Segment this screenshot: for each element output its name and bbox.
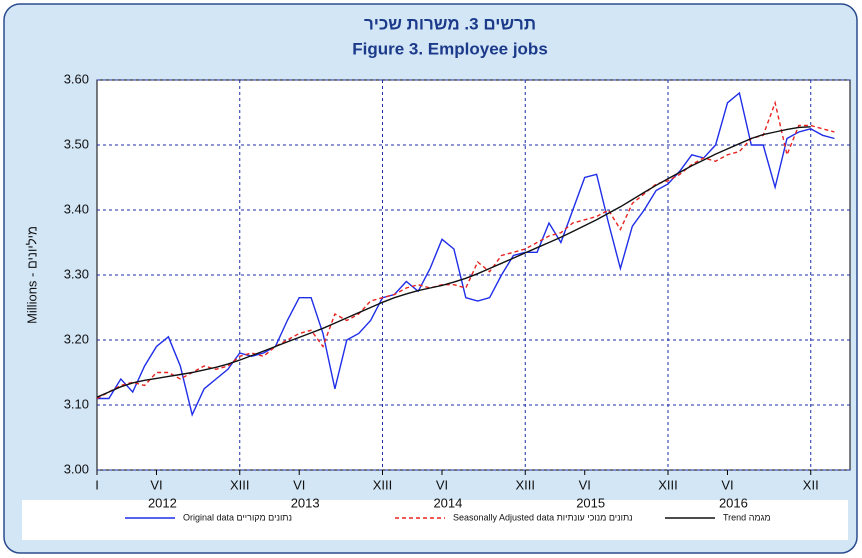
y-tick-label: 3.60	[64, 71, 89, 86]
y-tick-label: 3.10	[64, 396, 89, 411]
x-tick-label: XIII	[658, 477, 678, 492]
y-tick-label: 3.50	[64, 136, 89, 151]
x-tick-label: VI	[150, 477, 162, 492]
x-tick-label: XII	[803, 477, 819, 492]
series-line	[97, 91, 835, 417]
y-axis-label: Millions - מיליונים	[24, 226, 39, 324]
x-tick-label: XIII	[373, 477, 393, 492]
chart-title: תרשים 3. משרות שכיר	[364, 14, 536, 33]
x-tick-label: VI	[293, 477, 305, 492]
chart-subtitle: Figure 3. Employee jobs	[352, 39, 548, 58]
x-tick-label: VI	[721, 477, 733, 492]
y-tick-label: 3.30	[64, 266, 89, 281]
x-tick-label: I	[95, 477, 99, 492]
x-tick-label: XIII	[230, 477, 250, 492]
y-tick-label: 3.40	[64, 201, 89, 216]
x-group-label: 2012	[148, 495, 177, 510]
legend-label: Seasonally Adjusted data נתונים מנוכי עו…	[453, 512, 633, 522]
x-tick-label: VI	[436, 477, 448, 492]
x-group-label: 2013	[291, 495, 320, 510]
legend-label: Trend מגמה	[723, 512, 771, 522]
y-tick-label: 3.00	[64, 461, 89, 476]
legend-label: Original data נתונים מקוריים	[183, 512, 292, 522]
y-tick-label: 3.20	[64, 331, 89, 346]
x-group-label: 2015	[576, 495, 605, 510]
x-tick-label: XIII	[515, 477, 535, 492]
x-tick-label: VI	[579, 477, 591, 492]
series-line	[96, 126, 811, 398]
legend-box	[22, 500, 848, 540]
x-group-label: 2014	[433, 495, 462, 510]
x-group-label: 2016	[719, 495, 748, 510]
